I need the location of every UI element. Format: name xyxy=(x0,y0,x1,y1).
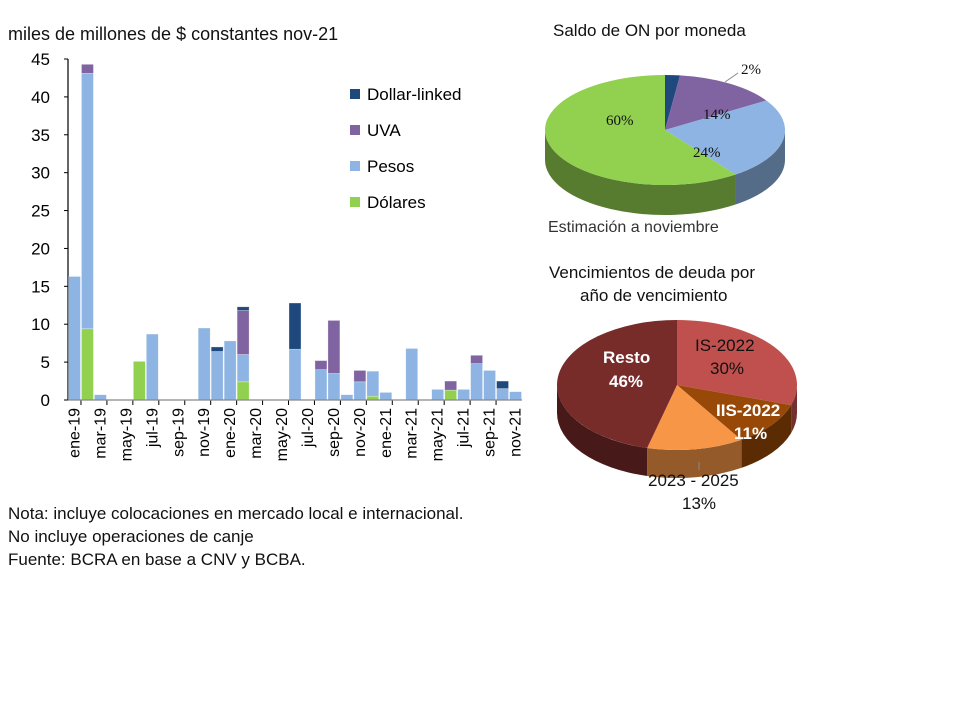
y-tick-label: 0 xyxy=(41,391,50,410)
x-tick-label: may-20 xyxy=(274,408,291,461)
x-tick-label: nov-19 xyxy=(196,408,213,457)
bar-dollarlinked-feb-20 xyxy=(236,306,250,311)
note-3: Fuente: BCRA en base a CNV y BCBA. xyxy=(8,550,306,569)
legend-swatch-1 xyxy=(350,125,360,135)
bar-dollarlinked-oct-21 xyxy=(496,380,509,389)
legend-label: UVA xyxy=(367,121,401,140)
y-tick-label: 30 xyxy=(31,164,50,183)
pie2-title-line1: Vencimientos de deuda por xyxy=(549,263,756,282)
y-tick-label: 35 xyxy=(31,126,50,145)
pie1-slice-pesos xyxy=(665,100,786,175)
bar-uva-feb-19 xyxy=(81,64,94,74)
x-tick-label: ene-21 xyxy=(378,408,395,458)
pie1-leader-line xyxy=(724,72,739,83)
pie2-slice-resto xyxy=(557,320,677,448)
y-tick-label: 5 xyxy=(41,353,50,372)
pie2-side-iis2022 xyxy=(741,405,792,468)
pie2-label-2023: 2023 - 2025 xyxy=(648,471,739,490)
legend-label: Pesos xyxy=(367,157,414,176)
pie1-title: Saldo de ON por moneda xyxy=(553,21,746,40)
pie2-title-line2: año de vencimiento xyxy=(580,286,728,305)
pie1-slice-uva xyxy=(665,75,767,130)
y-tick-label: 10 xyxy=(31,315,50,334)
y-tick-label: 20 xyxy=(31,239,50,258)
x-tick-label: jul-21 xyxy=(456,408,473,448)
pie2-value-2023: 13% xyxy=(682,494,717,513)
x-tick-label: mar-19 xyxy=(92,408,109,459)
x-tick-label: ene-20 xyxy=(222,408,239,458)
pie2-value-iis2022: 11% xyxy=(734,424,768,443)
x-tick-label: sep-19 xyxy=(170,408,187,457)
pie1-side-pesos xyxy=(735,130,785,205)
x-tick-label: jul-20 xyxy=(300,408,317,448)
x-tick-label: mar-20 xyxy=(248,408,265,459)
x-tick-label: ene-19 xyxy=(66,408,83,458)
x-tick-label: sep-21 xyxy=(482,408,499,457)
pie1-label-dolares: 60% xyxy=(606,113,634,129)
x-tick-label: jul-19 xyxy=(144,408,161,448)
legend-swatch-0 xyxy=(350,89,360,99)
y-tick-label: 15 xyxy=(31,277,50,296)
y-tick-label: 45 xyxy=(31,50,50,69)
bar-uva-ago-20 xyxy=(314,360,328,370)
note-1: Nota: incluye colocaciones en mercado lo… xyxy=(8,504,464,523)
pie1-slice-dlares xyxy=(545,75,736,185)
pie1-slice-dollarlinked xyxy=(665,75,681,130)
pie2-slice-iis2022 xyxy=(677,385,792,440)
pie2-label-iis2022: IIS-2022 xyxy=(716,401,781,420)
bar-pesos-dic-20 xyxy=(366,370,380,397)
pie1-label-dl: 2% xyxy=(741,62,761,78)
legend-swatch-2 xyxy=(350,161,360,171)
pie2-slice-20232025 xyxy=(647,385,742,450)
pie2-value-is2022: 30% xyxy=(710,359,745,378)
legend-label: Dólares xyxy=(367,193,426,212)
x-tick-label: nov-21 xyxy=(508,408,525,457)
pie2-side-is2022 xyxy=(791,385,797,434)
bar-dollarlinked-jun-20 xyxy=(288,302,302,350)
pie2-slice-is2022 xyxy=(677,320,797,406)
pie1-subtitle: Estimación a noviembre xyxy=(548,219,719,236)
bar-uva-jun-21 xyxy=(444,380,457,391)
pie2-value-resto: 46% xyxy=(609,372,644,391)
bar-uva-ago-21 xyxy=(470,354,483,364)
x-tick-label: may-21 xyxy=(430,408,447,461)
pie1-label-uva: 14% xyxy=(703,107,731,123)
pie1-side-dlares xyxy=(545,130,736,215)
pie2-side-resto xyxy=(557,385,648,476)
pie1-label-pesos: 24% xyxy=(693,145,721,161)
y-tick-label: 25 xyxy=(31,202,50,221)
pie2-label-resto: Resto xyxy=(603,348,651,367)
bar-uva-sep-20 xyxy=(327,320,341,374)
x-tick-label: may-19 xyxy=(118,408,135,461)
pie2-side-20232025 xyxy=(647,439,742,478)
x-tick-label: nov-20 xyxy=(352,408,369,457)
note-2: No incluye operaciones de canje xyxy=(8,527,254,546)
legend-label: Dollar-linked xyxy=(367,85,461,104)
bar-dollarlinked-dic-19 xyxy=(210,346,224,352)
x-tick-label: sep-20 xyxy=(326,408,343,457)
pie2-label-is2022: IS-2022 xyxy=(695,336,755,355)
legend-swatch-3 xyxy=(350,197,360,207)
x-tick-label: mar-21 xyxy=(404,408,421,459)
bar-chart-title: miles de millones de $ constantes nov-21 xyxy=(8,24,339,44)
bar-uva-nov-20 xyxy=(353,370,367,383)
y-tick-label: 40 xyxy=(31,88,50,107)
